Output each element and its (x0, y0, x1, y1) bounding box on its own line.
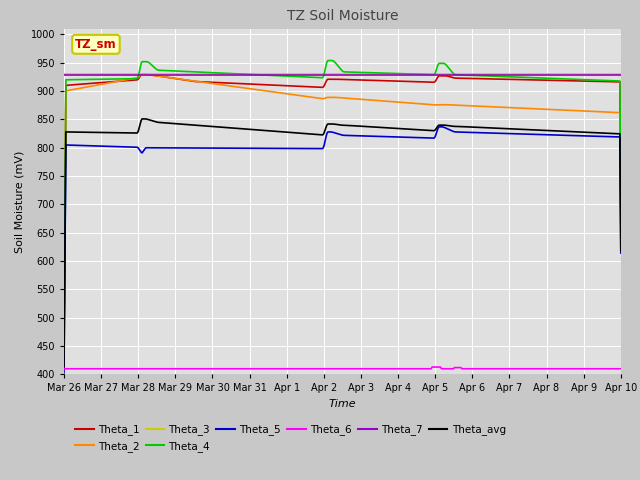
Line: Theta_1: Theta_1 (64, 74, 621, 343)
Theta_6 (388, 366, 396, 372)
Theta_4 (60, 337, 68, 343)
Theta_6 (159, 366, 166, 372)
Theta_2 (480, 104, 488, 109)
Theta_1 (313, 84, 321, 90)
Theta_avg (204, 123, 212, 129)
Theta_3 (479, 71, 487, 77)
Theta_2 (433, 102, 440, 108)
Line: Theta_6: Theta_6 (64, 367, 621, 369)
Theta_avg (159, 120, 167, 126)
Line: Theta_5: Theta_5 (64, 127, 621, 373)
Theta_avg (433, 125, 440, 131)
Theta_5 (388, 134, 396, 140)
Theta_5 (312, 146, 320, 152)
Theta_3 (388, 71, 396, 77)
Theta_4 (480, 73, 488, 79)
Theta_2 (159, 74, 167, 80)
Theta_1 (480, 76, 488, 82)
Theta_2 (617, 232, 625, 238)
Theta_3 (159, 71, 166, 77)
Theta_1 (204, 79, 212, 85)
Theta_avg (617, 248, 625, 253)
Theta_7 (388, 72, 396, 78)
Theta_7 (479, 72, 487, 78)
Theta_5 (432, 132, 440, 138)
Theta_5 (204, 145, 211, 151)
Theta_5 (480, 130, 488, 136)
Theta_6 (617, 366, 625, 372)
Theta_6 (433, 364, 440, 370)
Theta_4 (617, 208, 625, 214)
Text: TZ_sm: TZ_sm (75, 38, 116, 51)
Theta_1 (433, 76, 440, 82)
Theta_4 (324, 58, 332, 63)
Theta_2 (138, 72, 146, 78)
Theta_7 (432, 72, 440, 78)
Theta_5 (60, 370, 68, 376)
Theta_7 (204, 72, 211, 78)
Theta_2 (204, 80, 212, 86)
Theta_3 (204, 71, 211, 77)
Theta_6 (480, 366, 488, 372)
Theta_avg (480, 125, 488, 131)
Theta_3 (432, 71, 440, 77)
Theta_4 (389, 71, 397, 76)
Theta_5 (159, 145, 166, 151)
Theta_7 (617, 72, 625, 78)
Theta_4 (159, 68, 166, 73)
Theta_2 (60, 343, 68, 349)
Theta_1 (617, 209, 625, 215)
Theta_avg (313, 132, 321, 137)
Theta_4 (312, 74, 320, 80)
Theta_7 (159, 72, 166, 78)
Theta_4 (204, 70, 211, 75)
Theta_4 (433, 66, 440, 72)
Theta_avg (60, 363, 68, 369)
Theta_3 (312, 71, 320, 77)
Theta_1 (138, 71, 146, 77)
Legend: Theta_1, Theta_2, Theta_3, Theta_4, Theta_5, Theta_6, Theta_7, Theta_avg: Theta_1, Theta_2, Theta_3, Theta_4, Thet… (75, 424, 506, 452)
Theta_3 (60, 71, 68, 77)
Line: Theta_2: Theta_2 (64, 75, 621, 346)
Theta_avg (138, 116, 146, 122)
Theta_6 (428, 364, 436, 370)
Theta_5 (617, 250, 625, 256)
Theta_3 (617, 71, 625, 77)
Theta_5 (436, 124, 444, 130)
Theta_6 (312, 366, 320, 372)
Theta_6 (60, 366, 68, 372)
Theta_avg (389, 125, 397, 131)
Theta_1 (159, 74, 167, 80)
Line: Theta_avg: Theta_avg (64, 119, 621, 366)
Theta_1 (60, 340, 68, 346)
Theta_6 (204, 366, 211, 372)
Line: Theta_4: Theta_4 (64, 60, 621, 340)
Theta_7 (60, 72, 68, 78)
Title: TZ Soil Moisture: TZ Soil Moisture (287, 10, 398, 24)
Theta_1 (389, 78, 397, 84)
Y-axis label: Soil Moisture (mV): Soil Moisture (mV) (15, 150, 25, 253)
Theta_7 (312, 72, 320, 78)
X-axis label: Time: Time (328, 399, 356, 409)
Theta_2 (389, 99, 397, 105)
Theta_2 (313, 95, 321, 101)
